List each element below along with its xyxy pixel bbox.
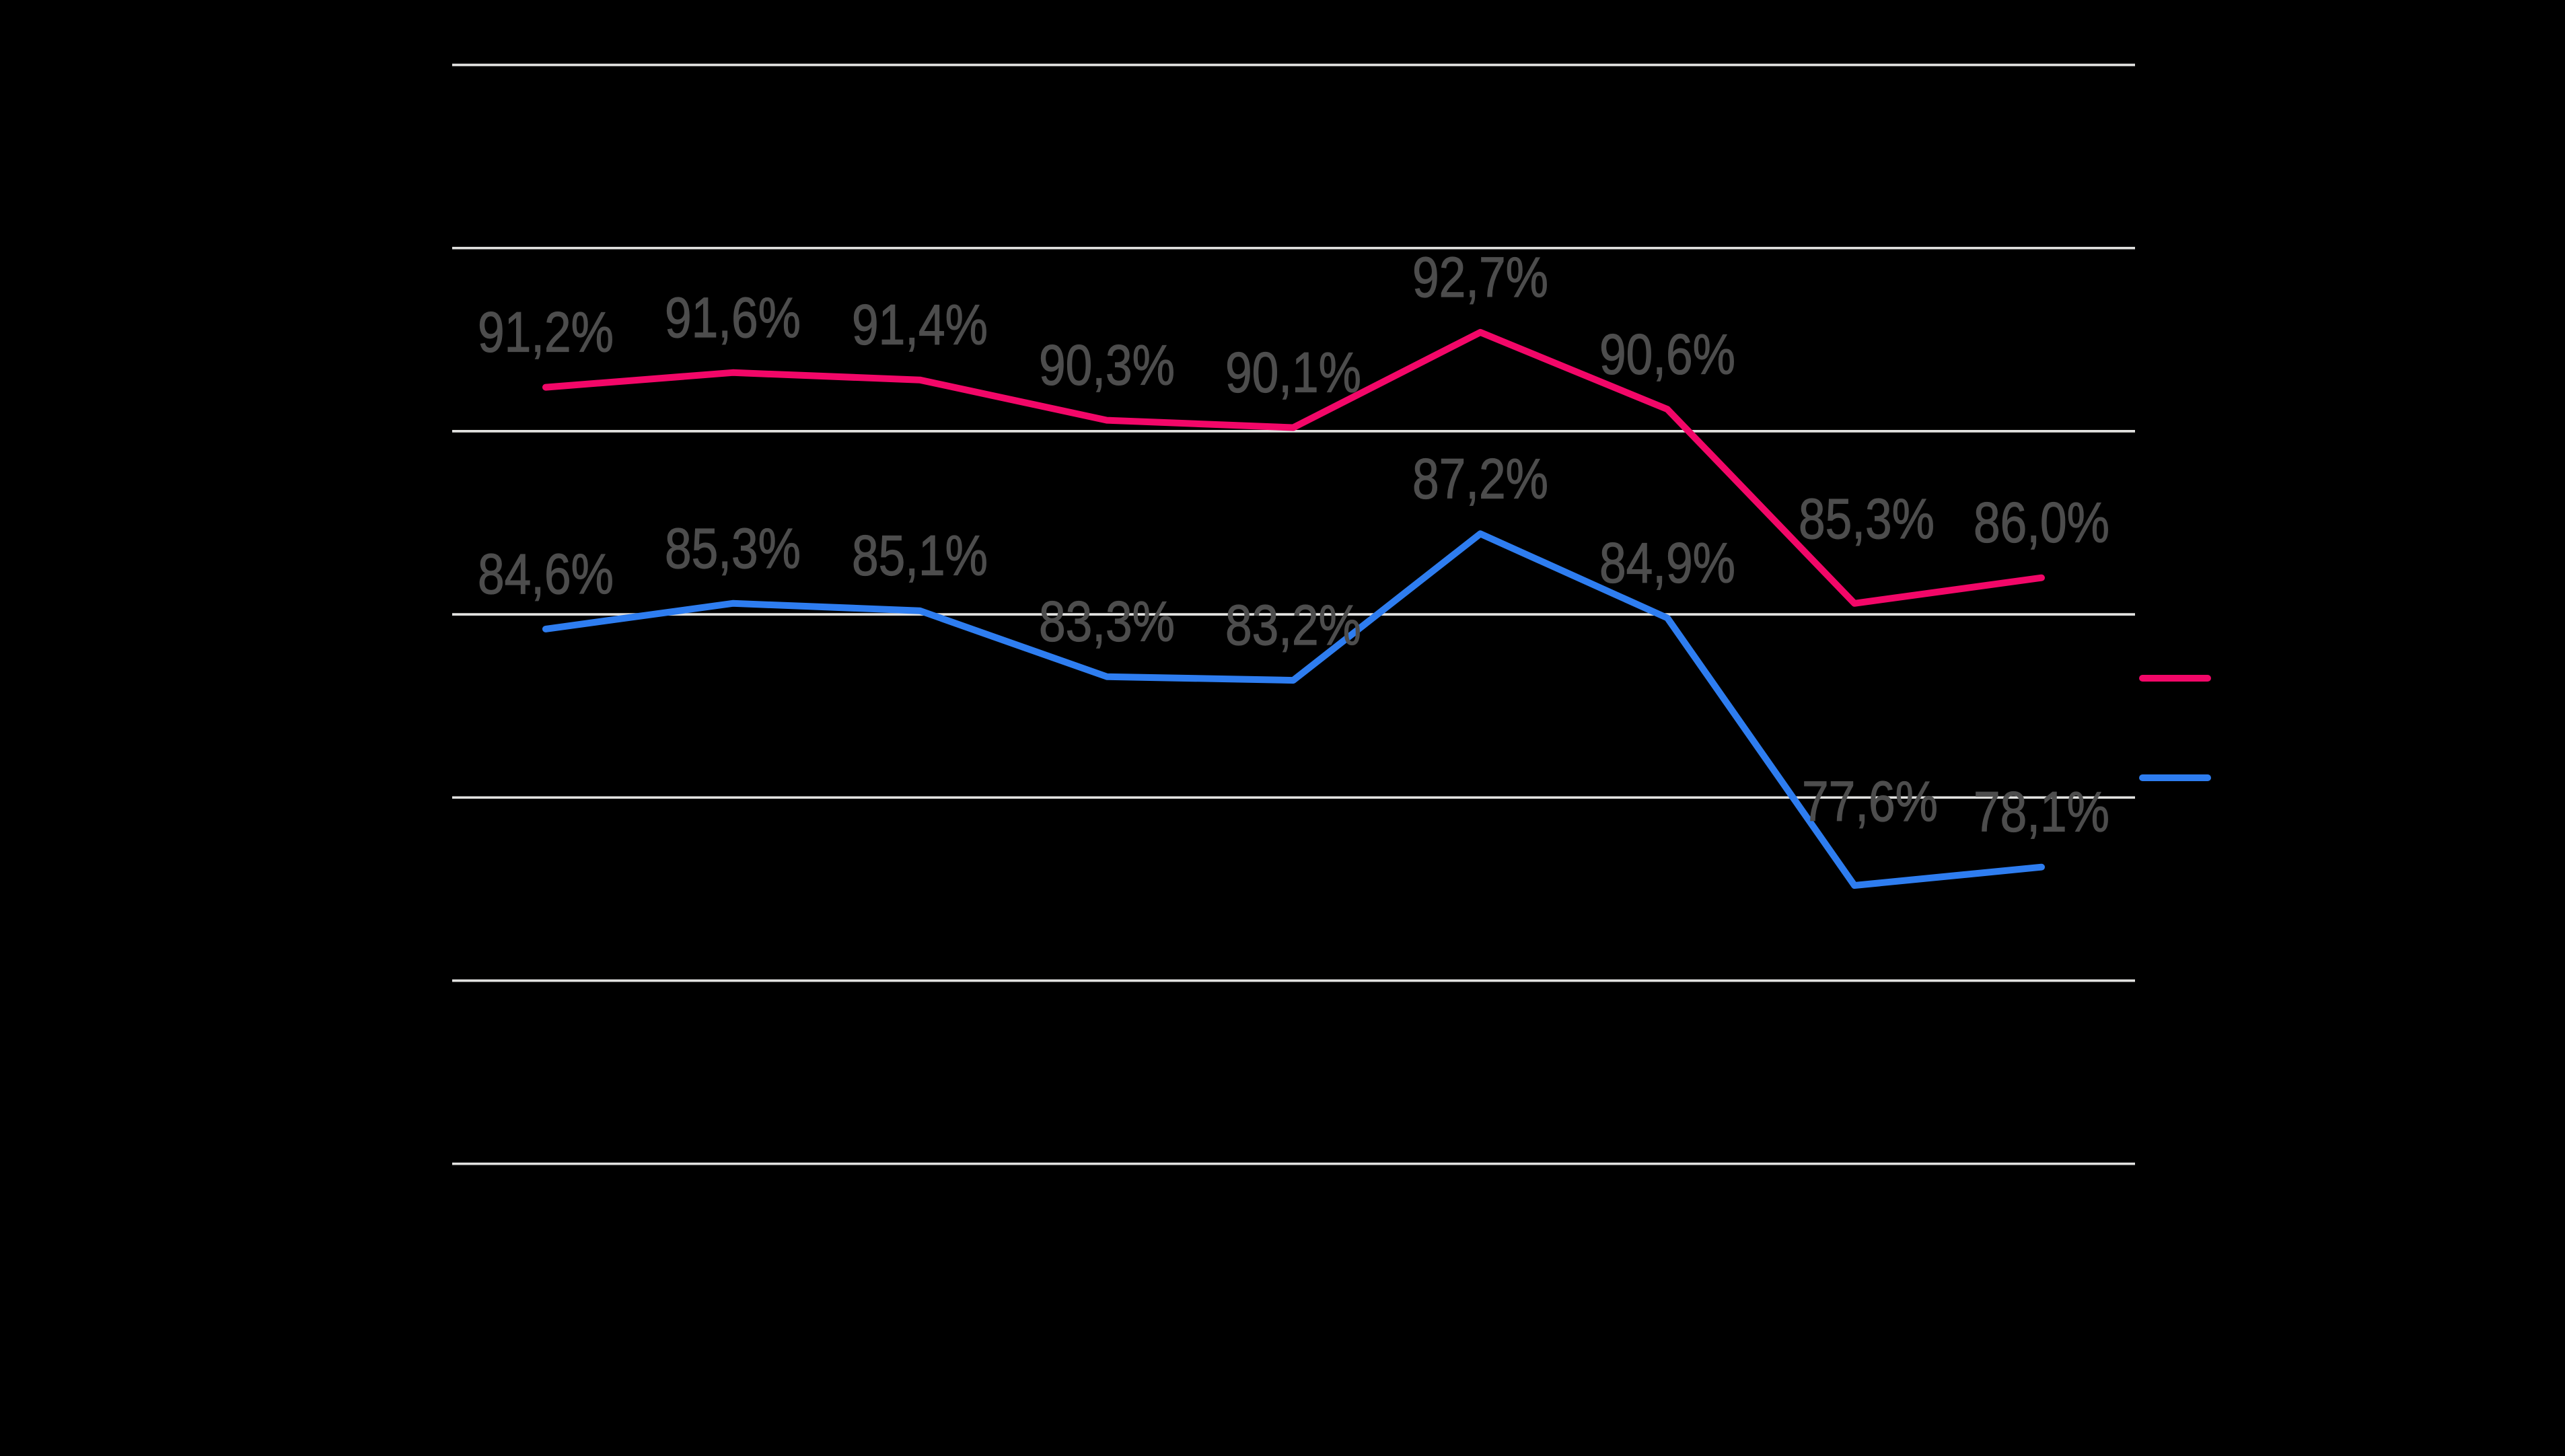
svg-text:86,0%: 86,0%	[1974, 491, 2109, 554]
svg-text:78,1%: 78,1%	[1974, 780, 2109, 844]
svg-text:90,1%: 90,1%	[1225, 341, 1361, 404]
svg-text:92,7%: 92,7%	[1412, 246, 1548, 309]
svg-text:85,3%: 85,3%	[1799, 487, 1935, 550]
svg-text:91,2%: 91,2%	[478, 301, 614, 364]
svg-text:84,9%: 84,9%	[1599, 532, 1735, 595]
svg-text:91,6%: 91,6%	[665, 286, 801, 349]
svg-text:87,2%: 87,2%	[1412, 447, 1548, 510]
svg-text:90,6%: 90,6%	[1599, 322, 1735, 386]
svg-text:85,1%: 85,1%	[852, 524, 988, 587]
svg-text:83,3%: 83,3%	[1039, 590, 1175, 653]
svg-text:84,6%: 84,6%	[478, 542, 614, 606]
svg-text:91,4%: 91,4%	[852, 293, 988, 357]
svg-text:85,3%: 85,3%	[665, 517, 801, 580]
svg-text:83,2%: 83,2%	[1225, 593, 1361, 657]
svg-text:77,6%: 77,6%	[1802, 770, 1938, 833]
svg-text:90,3%: 90,3%	[1039, 334, 1175, 397]
